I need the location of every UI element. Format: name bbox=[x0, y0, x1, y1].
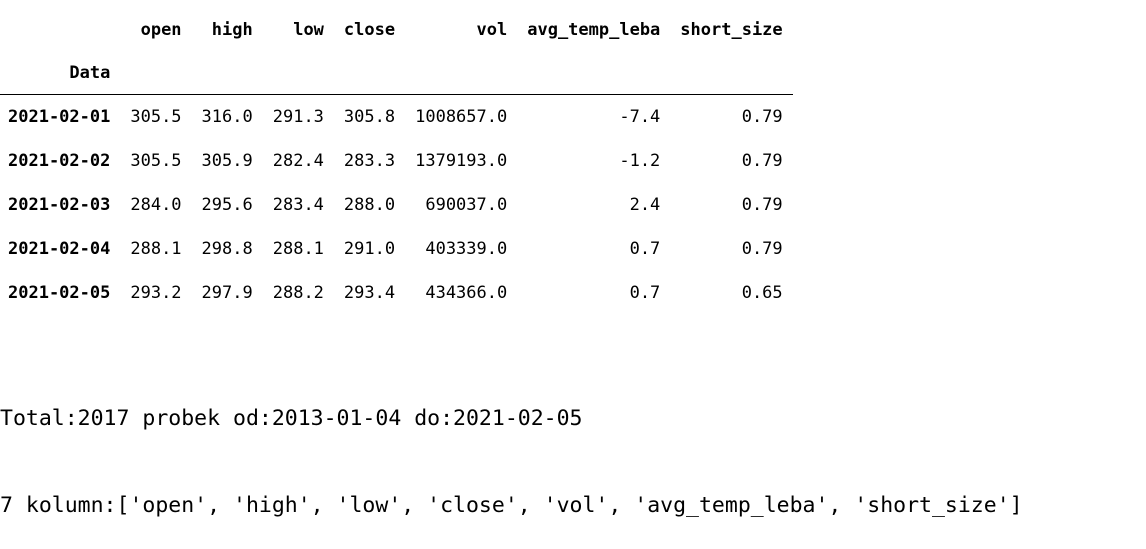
column-header: low bbox=[293, 20, 324, 40]
table-cell: 305.9 bbox=[201, 150, 253, 171]
table-row: 2021-02-03 284.0 295.6 283.4 288.0 69003… bbox=[0, 183, 793, 227]
table-cell: 403339.0 bbox=[425, 238, 508, 259]
table-cell: 1379193.0 bbox=[415, 150, 508, 171]
index-name-row: Data bbox=[0, 52, 793, 95]
table-row: 2021-02-04 288.1 298.8 288.1 291.0 40333… bbox=[0, 227, 793, 271]
row-index: 2021-02-02 bbox=[8, 150, 111, 171]
table-cell: 291.0 bbox=[343, 238, 396, 259]
table-cell: 0.7 bbox=[629, 282, 661, 303]
column-header: avg_temp_leba bbox=[527, 20, 661, 40]
index-name: Data bbox=[0, 52, 121, 95]
table-cell: 288.1 bbox=[130, 238, 182, 259]
stdout-line-columns: 7 kolumn:['open', 'high', 'low', 'close'… bbox=[0, 493, 1023, 518]
corner-cell bbox=[0, 8, 120, 52]
column-header: high bbox=[211, 20, 253, 40]
table-cell: -7.4 bbox=[619, 106, 661, 127]
column-header: close bbox=[343, 20, 396, 40]
stdout-output: Total:2017 probek od:2013-01-04 do:2021-… bbox=[0, 346, 1023, 549]
table-cell: 295.6 bbox=[201, 194, 253, 215]
table-cell: 0.65 bbox=[741, 282, 783, 303]
table-cell: 1008657.0 bbox=[415, 106, 508, 127]
table-cell: 0.7 bbox=[629, 238, 661, 259]
table-cell: 0.79 bbox=[741, 106, 783, 127]
table-cell: 305.5 bbox=[130, 150, 182, 171]
stdout-line-total: Total:2017 probek od:2013-01-04 do:2021-… bbox=[0, 406, 583, 431]
table-cell: 298.8 bbox=[201, 238, 253, 259]
table-cell: 288.0 bbox=[343, 194, 396, 215]
table-cell: 288.1 bbox=[272, 238, 324, 259]
table-cell: 283.3 bbox=[343, 150, 396, 171]
row-index: 2021-02-04 bbox=[8, 238, 111, 259]
table-cell: 282.4 bbox=[272, 150, 324, 171]
row-index: 2021-02-03 bbox=[8, 194, 111, 215]
table-cell: -1.2 bbox=[619, 150, 661, 171]
table-row: 2021-02-02 305.5 305.9 282.4 283.3 13791… bbox=[0, 139, 793, 183]
table-cell: 284.0 bbox=[130, 194, 182, 215]
table-cell: 297.9 bbox=[201, 282, 253, 303]
column-header: open bbox=[140, 20, 182, 40]
table-cell: 316.0 bbox=[201, 106, 253, 127]
table-cell: 690037.0 bbox=[425, 194, 508, 215]
dataframe-output: open high low close vol avg_temp_leba sh… bbox=[0, 8, 793, 315]
table-cell: 283.4 bbox=[272, 194, 324, 215]
table-cell: 2.4 bbox=[629, 194, 661, 215]
table-cell: 305.5 bbox=[130, 106, 182, 127]
table-cell: 0.79 bbox=[741, 238, 783, 259]
table-cell: 434366.0 bbox=[425, 282, 508, 303]
row-index: 2021-02-05 bbox=[8, 282, 111, 303]
table-cell: 0.79 bbox=[741, 150, 783, 171]
dataframe-table: open high low close vol avg_temp_leba sh… bbox=[0, 8, 793, 315]
table-cell: 0.79 bbox=[741, 194, 783, 215]
table-cell: 293.4 bbox=[343, 282, 396, 303]
column-header: vol bbox=[476, 20, 508, 40]
table-cell: 305.8 bbox=[343, 106, 396, 127]
table-row: 2021-02-05 293.2 297.9 288.2 293.4 43436… bbox=[0, 271, 793, 315]
column-header-row: open high low close vol avg_temp_leba sh… bbox=[0, 8, 793, 52]
table-cell: 288.2 bbox=[272, 282, 324, 303]
table-cell: 293.2 bbox=[130, 282, 182, 303]
table-row: 2021-02-01 305.5 316.0 291.3 305.8 10086… bbox=[0, 95, 793, 139]
row-index: 2021-02-01 bbox=[8, 106, 111, 127]
table-cell: 291.3 bbox=[272, 106, 324, 127]
column-header: short_size bbox=[680, 20, 783, 40]
